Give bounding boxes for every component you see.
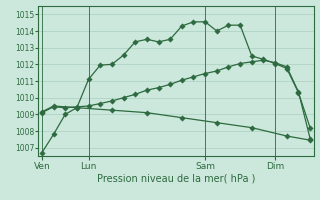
X-axis label: Pression niveau de la mer( hPa ): Pression niveau de la mer( hPa ) [97, 173, 255, 183]
